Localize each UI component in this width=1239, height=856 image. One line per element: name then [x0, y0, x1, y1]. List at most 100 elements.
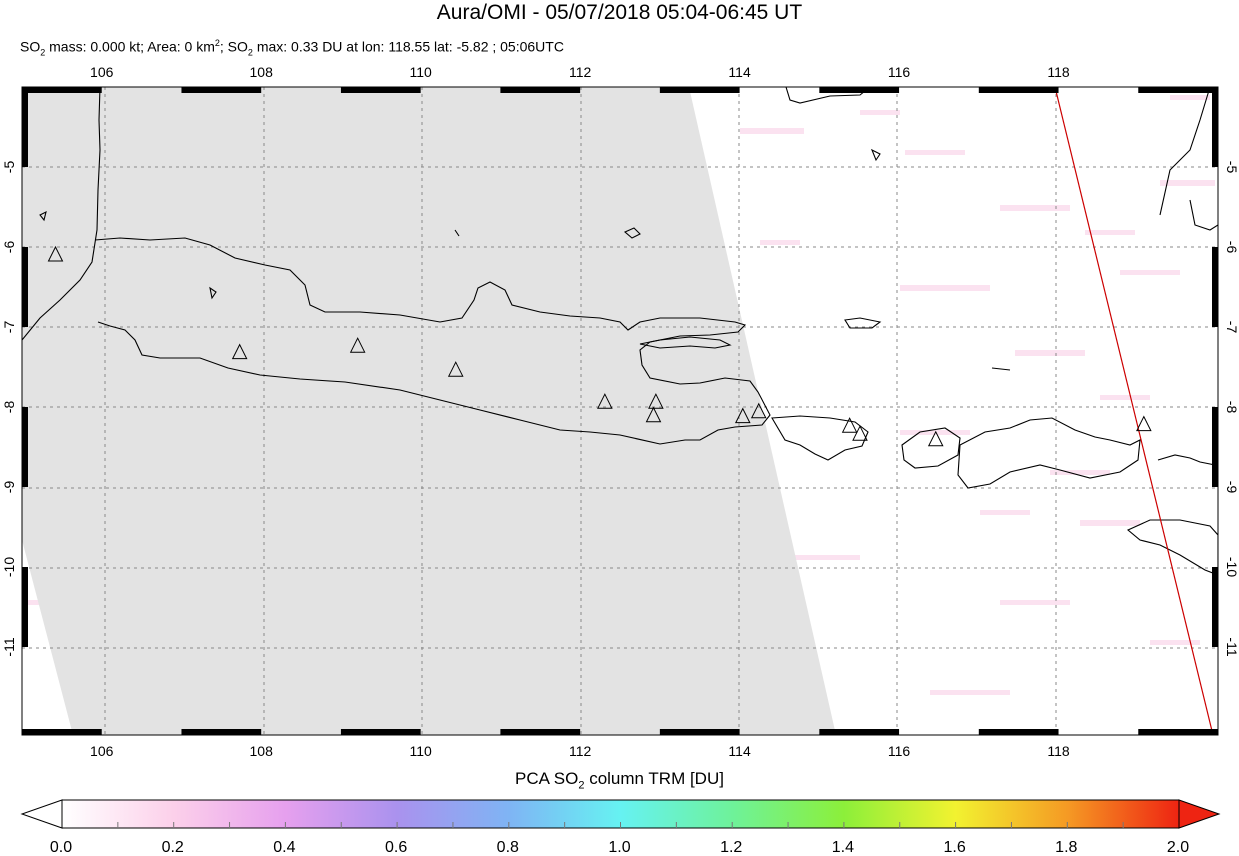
lat-tick-label-left: -9 — [1, 481, 17, 494]
volcano-marker — [1136, 415, 1152, 432]
volcano-marker — [750, 402, 767, 419]
so2-mass-prefix: SO — [20, 38, 41, 55]
sumbawa-coast — [957, 417, 1141, 489]
volcano-marker — [447, 361, 464, 377]
colorbar-tick-label: 1.2 — [720, 839, 743, 856]
subscript-2: 2 — [40, 47, 46, 58]
frame-bar-right — [1212, 247, 1218, 327]
frame-bar-right — [1212, 567, 1218, 647]
lat-tick-label-right: -5 — [1224, 161, 1239, 174]
volcano-marker — [597, 393, 613, 409]
map-title: Aura/OMI - 05/07/2018 05:04-06:45 UT — [436, 1, 803, 24]
lat-tick-label-left: -7 — [1, 321, 17, 334]
frame-bar-left — [22, 407, 28, 487]
swath-coverage — [22, 87, 836, 735]
small-island-3 — [454, 229, 460, 237]
lon-tick-label-bottom: 116 — [888, 743, 911, 759]
lon-tick-label-top: 110 — [410, 64, 433, 80]
so2-max-text: max: 0.33 DU at lon: 118.55 lat: -5.82 ;… — [252, 38, 564, 55]
volcano-marker — [645, 406, 662, 423]
frame-bar-top — [978, 87, 1059, 93]
frame-bar-top — [340, 87, 421, 93]
volcano-marker — [734, 407, 751, 424]
superscript-2: 2 — [214, 38, 220, 48]
lat-tick-label-right: -9 — [1224, 481, 1239, 494]
frame-bar-bottom — [340, 729, 421, 735]
so2-mass-text: mass: 0.000 kt; Area: 0 km — [45, 38, 215, 55]
stats-line: SO2 mass: 0.000 kt; Area: 0 km2; SO2 max… — [20, 34, 564, 61]
lon-labels-top: 106 108 110 112 114 116 118 — [90, 64, 1070, 80]
frame-bar-left — [22, 247, 28, 327]
colorbar-tick-label: 0.0 — [49, 839, 73, 856]
volcano-marker — [231, 343, 248, 360]
colorbar-subscript-2: 2 — [578, 779, 585, 792]
sumba-coast — [1126, 519, 1218, 576]
lat-tick-label-right: -7 — [1224, 321, 1239, 334]
lon-tick-label-bottom: 112 — [569, 743, 592, 759]
lon-tick-label-top: 118 — [1047, 64, 1070, 80]
colorbar-title: PCA SO2 column TRM [DU] — [0, 768, 1239, 796]
frame-bar-bottom — [181, 729, 262, 735]
volcano-marker — [648, 393, 664, 409]
colorbar-right-arrow — [1178, 799, 1221, 829]
map-area — [22, 87, 1218, 735]
frame-tick-bars — [22, 87, 1218, 735]
frame-bar-top — [181, 87, 262, 93]
frame-bar-bottom — [659, 729, 740, 735]
colorbar-tick-label: 0.6 — [384, 839, 408, 856]
colorbar-ticks — [117, 822, 1124, 828]
frame-bar-bottom — [978, 729, 1059, 735]
lon-labels-bottom: 106 108 110 112 114 116 118 — [90, 743, 1070, 759]
frame-bar-top — [500, 87, 581, 93]
colorbar-tick-label: 0.2 — [161, 839, 184, 856]
volcano-markers — [47, 245, 1152, 447]
lat-tick-label-left: -11 — [1, 637, 17, 656]
lon-tick-label-bottom: 118 — [1047, 743, 1070, 759]
lon-tick-label-top: 114 — [728, 64, 751, 80]
so2-max-prefix: ; SO — [219, 38, 248, 55]
sumatra-coast — [22, 87, 101, 341]
colorbar-title-suffix: column TRM [DU] — [584, 769, 724, 788]
frame-bar-bottom — [1138, 729, 1218, 735]
volcano-marker — [841, 417, 858, 433]
colorbar-tick-label: 1.8 — [1055, 839, 1078, 856]
lon-tick-label-bottom: 114 — [728, 743, 751, 759]
lat-labels-right: -5 -6 -7 -8 -9 -10 -11 — [1224, 161, 1239, 657]
madura-coast — [639, 336, 732, 349]
colorbar-tick-label: 2.0 — [1166, 839, 1190, 856]
colorbar-tick-label: 0.4 — [273, 839, 296, 856]
volcano-marker — [349, 337, 366, 353]
lon-tick-label-top: 108 — [250, 64, 274, 80]
colorbar-tick-label: 1.6 — [943, 839, 966, 856]
orbit-swath-edge — [1054, 87, 1214, 735]
colorbar-left-arrow — [20, 799, 63, 829]
colorbar-tick-label: 1.4 — [831, 839, 855, 856]
colorbar — [20, 799, 1221, 829]
colorbar-tick-label: 0.8 — [496, 839, 519, 856]
lat-tick-label-right: -11 — [1224, 637, 1239, 656]
volcano-marker — [47, 245, 64, 262]
kalimantan-coast — [785, 87, 871, 104]
lat-tick-label-left: -5 — [1, 161, 17, 174]
small-island-5 — [991, 367, 1011, 371]
frame-bar-top — [819, 87, 900, 93]
lon-tick-label-top: 112 — [569, 64, 592, 80]
frame-bar-right — [1212, 407, 1218, 487]
frame-bar-top — [659, 87, 740, 93]
lon-tick-label-bottom: 110 — [410, 743, 433, 759]
frame-bar-top — [22, 87, 102, 93]
lat-tick-label-left: -8 — [1, 401, 17, 414]
sulawesi-coast — [1159, 87, 1218, 231]
frame-bar-left — [22, 567, 28, 647]
volcano-marker — [927, 430, 944, 447]
lat-tick-label-left: -6 — [1, 241, 17, 254]
frame-bar-right — [1212, 87, 1218, 167]
frame-bar-top — [1138, 87, 1218, 93]
bali-coast — [771, 415, 869, 461]
lombok-coast — [901, 427, 961, 469]
subscript-2b: 2 — [247, 47, 253, 58]
lat-labels-left: -5 -6 -7 -8 -9 -10 -11 — [1, 161, 17, 657]
small-island-4 — [870, 148, 881, 162]
frame-bar-left — [22, 87, 28, 167]
